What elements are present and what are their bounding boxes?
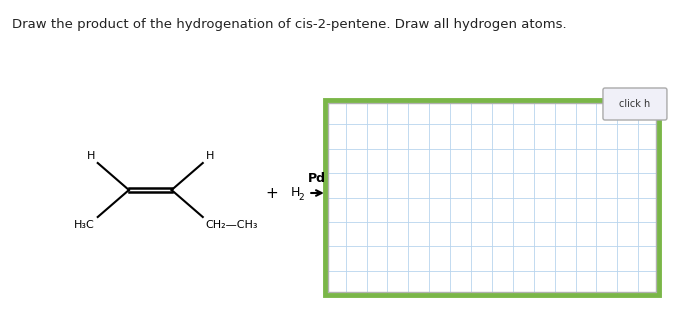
Text: H: H [206,151,214,161]
Text: CH₂—CH₃: CH₂—CH₃ [206,220,258,230]
Bar [325,100,659,295]
Bar [328,103,657,292]
Text: click h: click h [620,99,650,109]
Text: Draw the product of the hydrogenation of cis-2-pentene. Draw all hydrogen atoms.: Draw the product of the hydrogenation of… [12,18,566,31]
Polygon shape [609,105,660,118]
Text: H: H [290,185,300,199]
Bar [325,100,659,295]
Text: Pd: Pd [308,172,326,184]
Text: +: + [265,185,278,201]
FancyBboxPatch shape [603,88,667,120]
Text: H₃C: H₃C [74,220,95,230]
Text: H: H [87,151,94,161]
Text: 2: 2 [299,192,304,202]
